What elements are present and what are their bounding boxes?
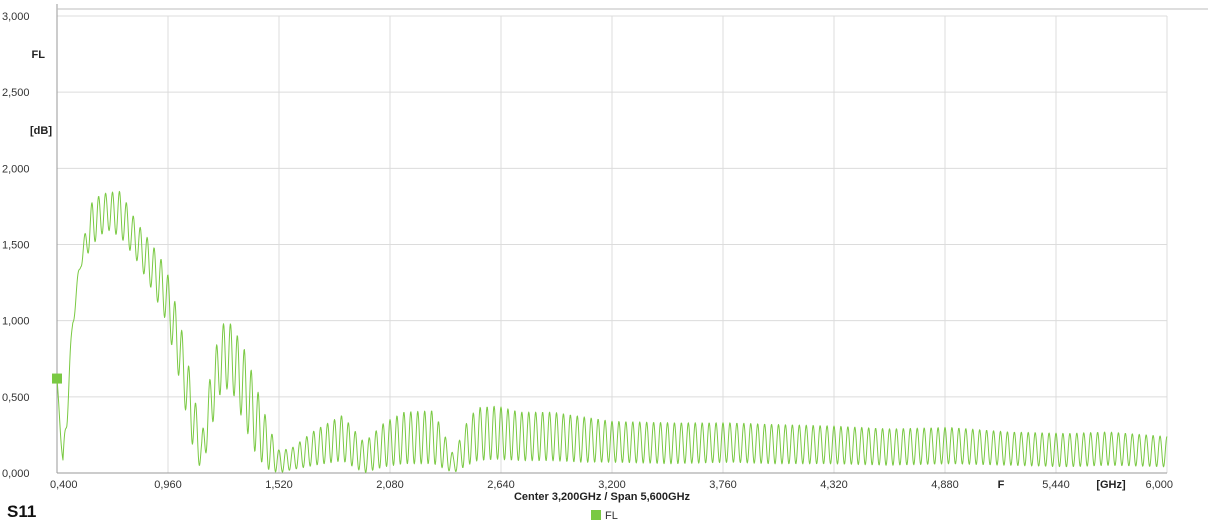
marker-point — [52, 373, 62, 384]
y-axis-unit: [dB] — [30, 125, 52, 137]
grid-layer — [56, 15, 1168, 474]
legend-swatch-fl — [591, 510, 601, 520]
series-line-fl — [56, 190, 1168, 474]
x-tick-label: 6,000 — [1145, 479, 1173, 491]
y-tick-label: 1,500 — [2, 240, 30, 252]
x-tick-label: 2,640 — [487, 479, 515, 491]
x-tick-labels: 0,400 0,960 1,520 2,080 2,640 3,200 3,760 4,320… — [50, 479, 1173, 491]
y-tick-label: 3,000 — [2, 11, 30, 23]
x-tick-label: 4,880 — [931, 479, 959, 491]
x-tick-label: 2,080 — [376, 479, 404, 491]
x-axis-label: F — [998, 479, 1005, 491]
y-tick-label: 1,000 — [2, 316, 30, 328]
chart-title-s11: S11 — [7, 502, 36, 521]
x-tick-label: 4,320 — [820, 479, 848, 491]
x-tick-label: 5,440 — [1042, 479, 1070, 491]
y-axis-label: FL — [32, 49, 46, 61]
legend-label-fl: FL — [605, 510, 618, 522]
plot-frame — [56, 4, 1208, 474]
y-tick-label: 2,500 — [2, 87, 30, 99]
x-tick-label: 0,960 — [154, 479, 182, 491]
y-tick-label: 0,000 — [2, 468, 30, 480]
y-tick-label: 0,500 — [2, 392, 30, 404]
x-tick-label: 0,400 — [50, 479, 78, 491]
y-tick-labels: 0,000 0,500 1,000 1,500 2,000 2,500 3,000 — [2, 11, 30, 480]
x-tick-label: 3,760 — [709, 479, 737, 491]
x-tick-label: 1,520 — [265, 479, 293, 491]
y-tick-label: 2,000 — [2, 163, 30, 175]
center-span-label: Center 3,200GHz / Span 5,600GHz — [514, 491, 691, 503]
series-layer — [52, 190, 1168, 474]
x-axis-unit: [GHz] — [1096, 479, 1126, 491]
x-tick-label: 3,200 — [598, 479, 626, 491]
